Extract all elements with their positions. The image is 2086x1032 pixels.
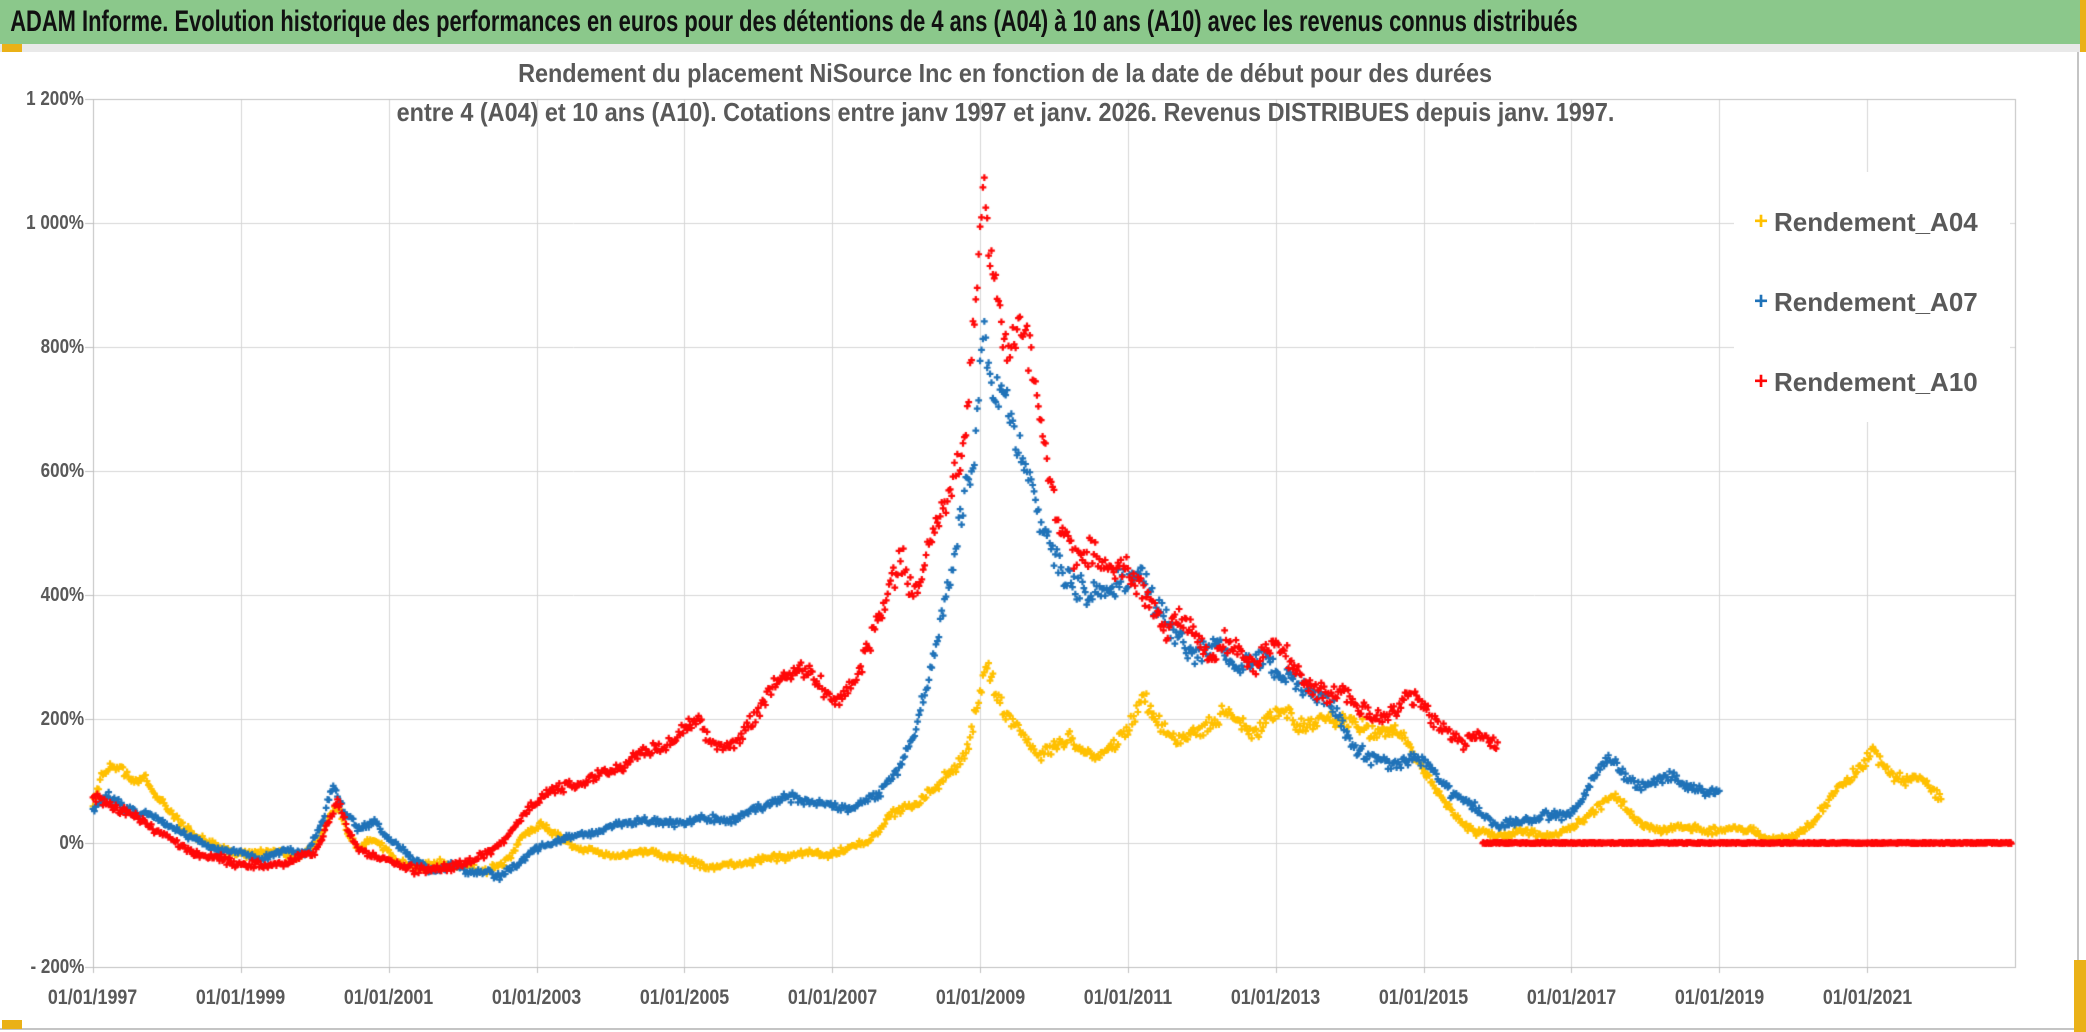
- x-axis-tick-label: 01/01/2019: [1674, 986, 1764, 1009]
- x-axis-tick-label: 01/01/2003: [491, 986, 582, 1009]
- legend-label: Rendement_A04: [1774, 206, 1978, 237]
- legend-item-rendement_a04[interactable]: + Rendement_A04: [1748, 205, 1978, 239]
- x-axis-tick-label: 01/01/1999: [196, 986, 286, 1009]
- y-axis-tick-label: 1 000%: [26, 212, 84, 234]
- legend-item-rendement_a10[interactable]: + Rendement_A10: [1748, 365, 1978, 399]
- y-axis-tick-label: 600%: [40, 460, 84, 482]
- x-axis-tick-label: 01/01/2005: [639, 986, 730, 1009]
- y-axis-tick-label: - 200%: [30, 956, 84, 978]
- chart-title-line2: entre 4 (A04) et 10 ans (A10). Cotations…: [396, 97, 1614, 127]
- legend-label: Rendement_A07: [1774, 286, 1978, 317]
- chart-title-line1: Rendement du placement NiSource Inc en f…: [518, 58, 1492, 88]
- x-axis-tick-label: 01/01/2011: [1083, 986, 1173, 1009]
- y-axis-tick-label: 200%: [40, 708, 84, 730]
- x-axis-tick-label: 01/01/2009: [935, 986, 1025, 1009]
- x-axis-tick-label: 01/01/2013: [1231, 986, 1321, 1009]
- y-axis-tick-label: 1 200%: [26, 88, 84, 110]
- x-axis-tick-label: 01/01/2021: [1822, 986, 1912, 1009]
- legend-item-rendement_a07[interactable]: + Rendement_A07: [1748, 285, 1978, 319]
- y-axis-tick-label: 0%: [59, 832, 84, 854]
- legend-label: Rendement_A10: [1774, 366, 1978, 397]
- x-axis-tick-label: 01/01/2001: [344, 986, 434, 1009]
- x-axis-tick-label: 01/01/2015: [1378, 986, 1469, 1009]
- chart-title: Rendement du placement NiSource Inc en f…: [60, 56, 1950, 134]
- y-axis-tick-label: 800%: [40, 336, 84, 358]
- legend-background: [1734, 172, 2010, 422]
- x-axis-tick-label: 01/01/2007: [787, 986, 877, 1009]
- x-axis-tick-label: 01/01/2017: [1526, 986, 1617, 1009]
- plus-marker-icon: +: [1753, 288, 1768, 315]
- y-axis-tick-label: 400%: [40, 584, 84, 606]
- x-axis-tick-label: 01/01/1997: [48, 986, 138, 1009]
- plus-marker-icon: +: [1753, 208, 1768, 235]
- plus-marker-icon: +: [1753, 368, 1768, 395]
